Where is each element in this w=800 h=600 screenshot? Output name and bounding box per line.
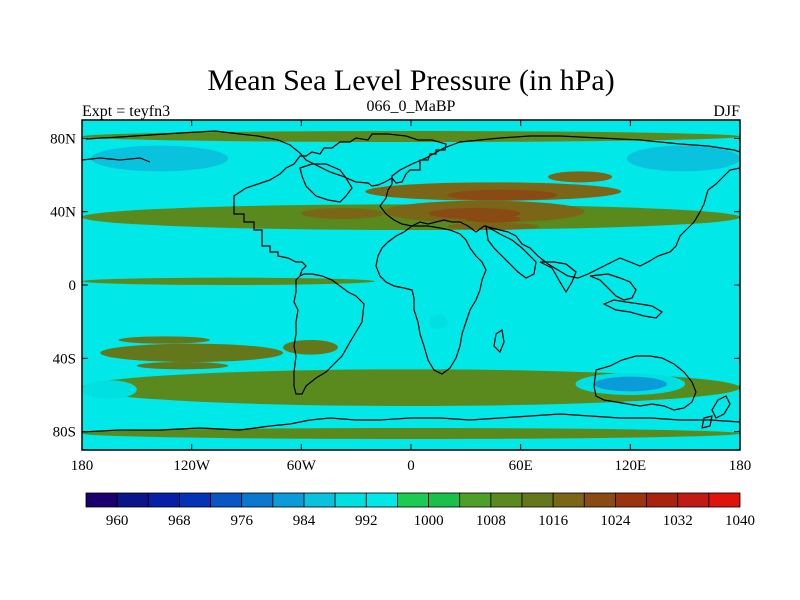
pressure-band: [127, 153, 192, 164]
pressure-field: [82, 131, 740, 439]
pressure-band: [283, 340, 338, 355]
colorbar-label: 1008: [476, 513, 506, 529]
pressure-region-4: [91, 145, 740, 172]
colorbar-swatch: [428, 492, 461, 508]
coastline-southeast-asia: [589, 273, 663, 319]
colorbar-swatch: [583, 492, 616, 508]
colorbar-swatch: [646, 492, 679, 508]
lat-tick-label: 0: [69, 278, 77, 294]
lat-tick-label: 80S: [53, 425, 76, 441]
colorbar-swatch: [303, 492, 336, 508]
coastline-africa: [375, 225, 487, 375]
lon-tick-label: 120E: [614, 458, 646, 474]
lon-tick-label: 0: [407, 458, 415, 474]
lat-ticks: 80N 40N 0 40S 80S: [50, 131, 740, 441]
lon-tick-label: 180: [71, 458, 94, 474]
colorbar-swatch: [615, 492, 647, 508]
colorbar-swatch: [552, 492, 585, 508]
pressure-band: [118, 336, 210, 344]
pressure-band: [82, 428, 740, 439]
colorbar-swatch: [459, 492, 492, 508]
colorbar-swatch: [365, 492, 398, 508]
pressure-band: [626, 145, 740, 172]
lat-tick-label: 40S: [53, 351, 76, 367]
colorbar-swatch: [147, 492, 180, 508]
pressure-band: [548, 171, 613, 183]
pressure-region-6: [593, 376, 667, 392]
colorbar-swatch: [179, 492, 211, 508]
pressure-band: [447, 189, 558, 201]
colorbar-swatch: [490, 492, 523, 508]
colorbar-label: 992: [355, 513, 378, 529]
map-panel: [82, 120, 740, 450]
lon-ticks: 180 120W 60W 0 60E 120E 180: [71, 120, 752, 474]
colorbar-label: 1016: [538, 513, 569, 529]
pressure-band: [301, 208, 384, 219]
colorbar-swatch: [241, 492, 274, 508]
pressure-region-1: [100, 336, 338, 370]
coastlines: [82, 130, 740, 433]
coastline-new-zealand: [701, 395, 731, 429]
colorbar: 960 968 976 984 992 1000 1008 1016 1024 1032 1040: [85, 492, 755, 529]
colorbar-label: 1024: [600, 513, 631, 529]
pressure-band: [136, 362, 229, 370]
pressure-band: [82, 369, 740, 406]
pressure-band: [100, 343, 284, 363]
lon-tick-label: 120W: [173, 458, 211, 474]
colorbar-label: 1040: [725, 513, 755, 529]
subtitle-center: 066_0_MaBP: [367, 98, 456, 115]
lat-tick-label: 80N: [50, 131, 76, 147]
coastline-eurasia: [379, 135, 740, 279]
colorbar-swatch: [85, 492, 118, 508]
lon-tick-label: 180: [729, 458, 752, 474]
colorbar-label: 1000: [414, 513, 444, 529]
colorbar-swatch: [677, 492, 710, 508]
coastline-antarctica: [82, 413, 740, 433]
colorbar-swatch: [272, 492, 305, 508]
pressure-band: [82, 380, 137, 399]
pressure-band: [593, 376, 667, 392]
coastline-madagascar: [493, 328, 505, 354]
pressure-band: [82, 131, 740, 142]
coastline-greenland: [299, 163, 353, 203]
subtitle-left: Expt = teyfn3: [82, 103, 170, 120]
colorbar-swatch: [397, 492, 429, 508]
colorbar-swatch: [708, 492, 741, 508]
coastline-south-america: [293, 273, 365, 395]
lat-tick-label: 40N: [50, 205, 76, 221]
colorbar-label: 1032: [663, 513, 693, 529]
pressure-band: [465, 215, 521, 223]
colorbar-label: 984: [293, 513, 316, 529]
coastline-arabia-india: [485, 224, 577, 294]
lon-tick-label: 60E: [509, 458, 533, 474]
coastline-east-siberia: [82, 157, 151, 163]
colorbar-label: 960: [106, 513, 129, 529]
coastline-australia: [593, 355, 697, 411]
chart-title: Mean Sea Level Pressure (in hPa): [207, 64, 614, 97]
colorbar-swatch: [116, 492, 149, 508]
colorbar-swatch: [334, 492, 367, 508]
colorbar-label: 976: [230, 513, 253, 529]
pressure-region-3: [429, 189, 558, 223]
pressure-band: [82, 277, 375, 286]
coastline-north-america: [85, 130, 447, 277]
lon-tick-label: 60W: [287, 458, 317, 474]
pressure-band: [429, 314, 448, 329]
colorbar-swatch: [521, 492, 554, 508]
colorbar-swatch: [210, 492, 243, 508]
colorbar-label: 968: [168, 513, 191, 529]
subtitle-right: DJF: [713, 103, 740, 120]
